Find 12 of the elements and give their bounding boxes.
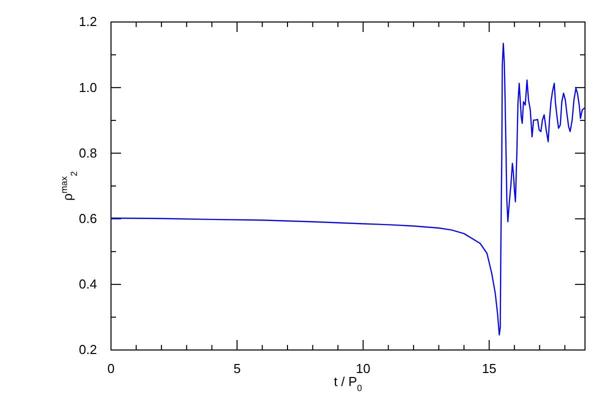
y-tick-label: 1.2 (78, 14, 97, 30)
x-axis-title: t / P$_{0}$ (334, 374, 362, 393)
y-tick-label: 1.0 (78, 80, 97, 95)
y-tick-label: 0.4 (78, 276, 97, 292)
x-tick-label: 5 (233, 361, 241, 376)
line-series (110, 42, 585, 336)
y-tick-label: 0.6 (78, 210, 97, 226)
y-tick-label: 0.2 (78, 342, 97, 358)
x-tick-label: 0 (107, 361, 115, 376)
x-tick-label: 10 (356, 361, 370, 376)
y-tick-label: 0.8 (78, 145, 97, 160)
x-tick-label: 15 (482, 361, 496, 376)
